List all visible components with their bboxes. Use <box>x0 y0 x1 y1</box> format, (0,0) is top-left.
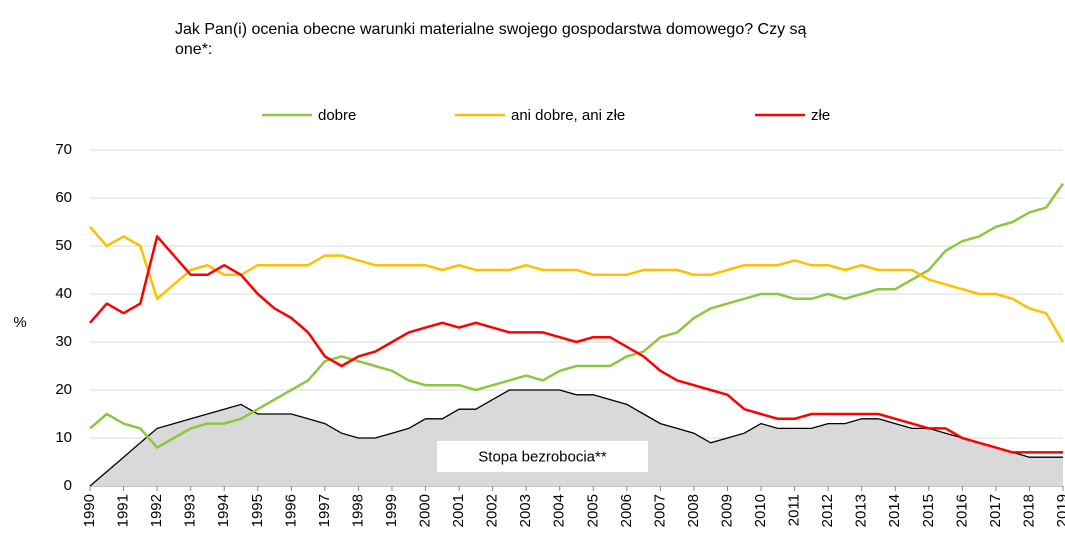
x-tick-label: 2017 <box>987 494 1004 527</box>
y-tick-label: 10 <box>55 429 72 446</box>
series-line <box>89 235 1063 454</box>
x-tick-label: 2015 <box>920 494 937 527</box>
x-tick-label: 2007 <box>651 494 668 527</box>
x-tick-label: 2008 <box>685 494 702 527</box>
series-line <box>89 225 1065 343</box>
x-tick-label: 2004 <box>551 494 568 527</box>
x-tick-label: 2000 <box>416 494 433 527</box>
y-tick-label: 30 <box>55 333 72 350</box>
x-tick-label: 2006 <box>618 494 635 527</box>
x-tick-label: 2018 <box>1020 494 1037 527</box>
unemployment-area <box>90 390 1063 486</box>
x-tick-label: 2012 <box>819 494 836 527</box>
x-tick-label: 1995 <box>249 494 266 527</box>
legend-label: złe <box>811 107 830 124</box>
chart-title: Jak Pan(i) ocenia obecne warunki materia… <box>175 21 807 58</box>
x-tick-label: 2011 <box>786 494 803 526</box>
unemployment-line <box>89 389 1063 487</box>
y-tick-label: 0 <box>64 477 72 494</box>
x-tick-label: 2019 <box>1054 494 1065 527</box>
x-tick-label: 2014 <box>886 494 903 527</box>
x-tick-label: 2001 <box>450 494 467 527</box>
x-tick-label: 1994 <box>215 494 232 527</box>
x-tick-label: 1991 <box>115 494 132 527</box>
x-tick-label: 2002 <box>484 494 501 527</box>
x-tick-label: 2013 <box>853 494 870 527</box>
x-tick-label: 1990 <box>81 494 98 527</box>
y-tick-label: 20 <box>55 381 72 398</box>
x-tick-label: 1997 <box>316 494 333 527</box>
x-tick-label: 1996 <box>282 494 299 527</box>
x-tick-label: 1992 <box>148 494 165 527</box>
legend-label: ani dobre, ani złe <box>511 107 625 124</box>
y-tick-label: 60 <box>55 189 72 206</box>
x-tick-label: 1993 <box>182 494 199 527</box>
legend-label: dobre <box>318 107 356 124</box>
y-tick-label: 70 <box>55 141 72 158</box>
annotation: Stopa bezrobocia** <box>478 448 607 465</box>
y-axis-label: % <box>13 314 26 331</box>
x-tick-label: 2016 <box>953 494 970 527</box>
x-tick-label: 1999 <box>383 494 400 527</box>
y-tick-label: 50 <box>55 237 72 254</box>
x-tick-label: 2010 <box>752 494 769 527</box>
series-line <box>89 182 1065 449</box>
x-tick-label: 2003 <box>517 494 534 527</box>
x-tick-label: 2005 <box>584 494 601 527</box>
x-tick-label: 2009 <box>718 494 735 527</box>
x-tick-label: 1998 <box>349 494 366 527</box>
y-tick-label: 40 <box>55 285 72 302</box>
annotation-box <box>437 441 648 472</box>
